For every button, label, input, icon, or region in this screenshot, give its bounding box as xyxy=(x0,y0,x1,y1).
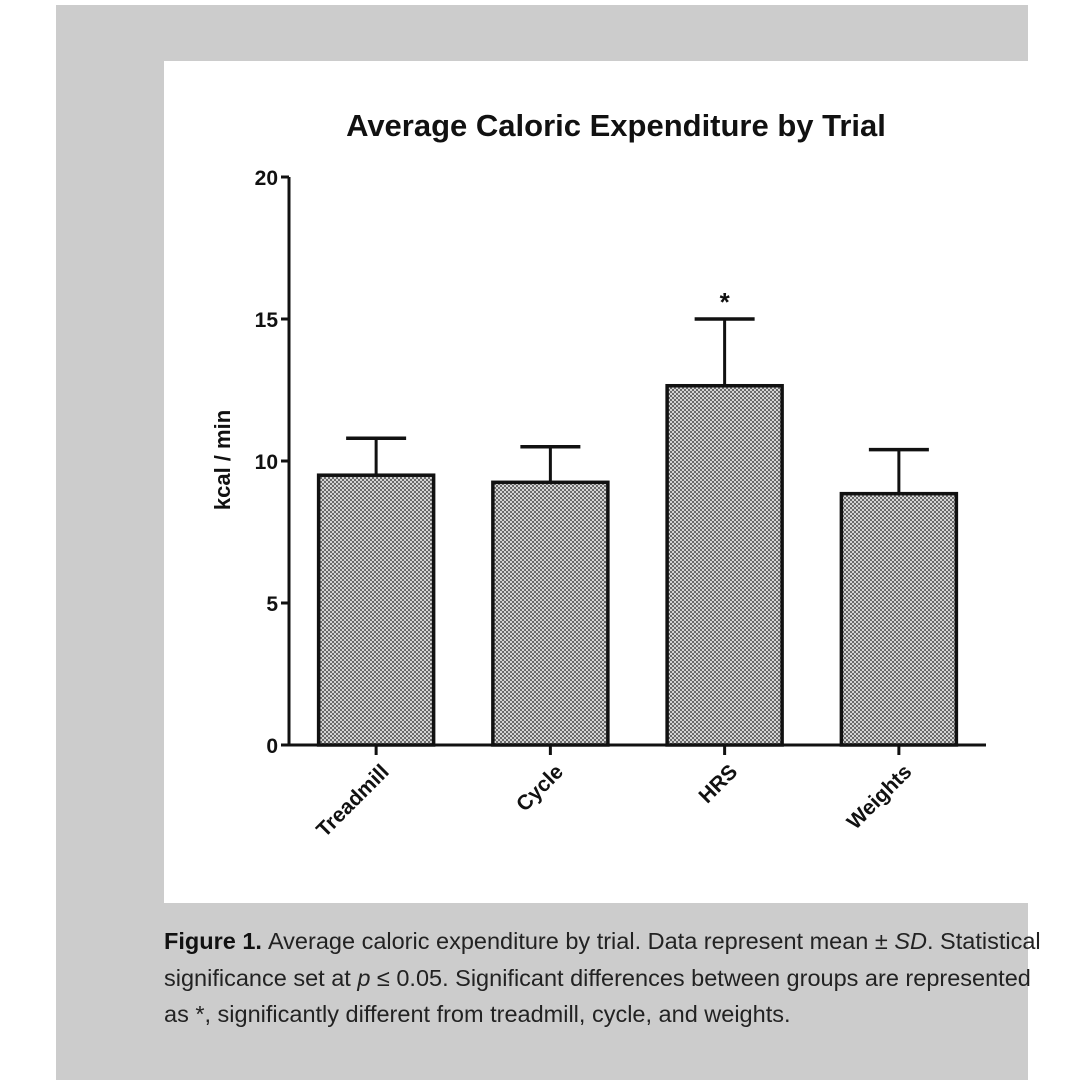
figure-panel: Average Caloric Expenditure by Trial kca… xyxy=(56,5,1041,1080)
y-tick-label-10: 10 xyxy=(255,451,278,474)
caption-p: p xyxy=(357,964,371,991)
significance-marker-hrs: * xyxy=(720,287,731,317)
caption-text-3: ≤ 0.05. Significant differences between … xyxy=(164,964,1031,1028)
bar-weights xyxy=(839,491,959,747)
y-axis-label: kcal / min xyxy=(210,410,235,510)
bar-treadmill xyxy=(316,473,436,747)
chart-marks: 0 5 10 15 20 Treadmill Cycle * HRS Weights xyxy=(255,167,986,842)
x-tick-label-hrs: HRS xyxy=(695,760,743,808)
y-tick-label-5: 5 xyxy=(266,593,278,616)
y-tick-label-0: 0 xyxy=(266,735,278,758)
bar-cycle xyxy=(491,480,610,747)
y-tick-label-20: 20 xyxy=(255,167,278,190)
x-tick-label-cycle: Cycle xyxy=(512,760,568,816)
x-tick-label-weights: Weights xyxy=(843,760,917,834)
x-tick-label-treadmill: Treadmill xyxy=(312,760,393,841)
caption-text-1: Average caloric expenditure by trial. Da… xyxy=(267,928,888,954)
bar-chart: Average Caloric Expenditure by Trial kca… xyxy=(210,108,986,842)
figure-caption: Figure 1. Average caloric expenditure by … xyxy=(164,923,1044,1033)
y-tick-label-15: 15 xyxy=(255,309,279,332)
caption-label: Figure 1. xyxy=(164,928,262,954)
bar-hrs xyxy=(665,383,784,747)
caption-text-2: . Statistical significance set at xyxy=(164,928,1041,991)
plot-area: Average Caloric Expenditure by Trial kca… xyxy=(164,61,1032,903)
chart-title: Average Caloric Expenditure by Trial xyxy=(346,108,886,143)
caption-sd: SD xyxy=(894,928,927,954)
